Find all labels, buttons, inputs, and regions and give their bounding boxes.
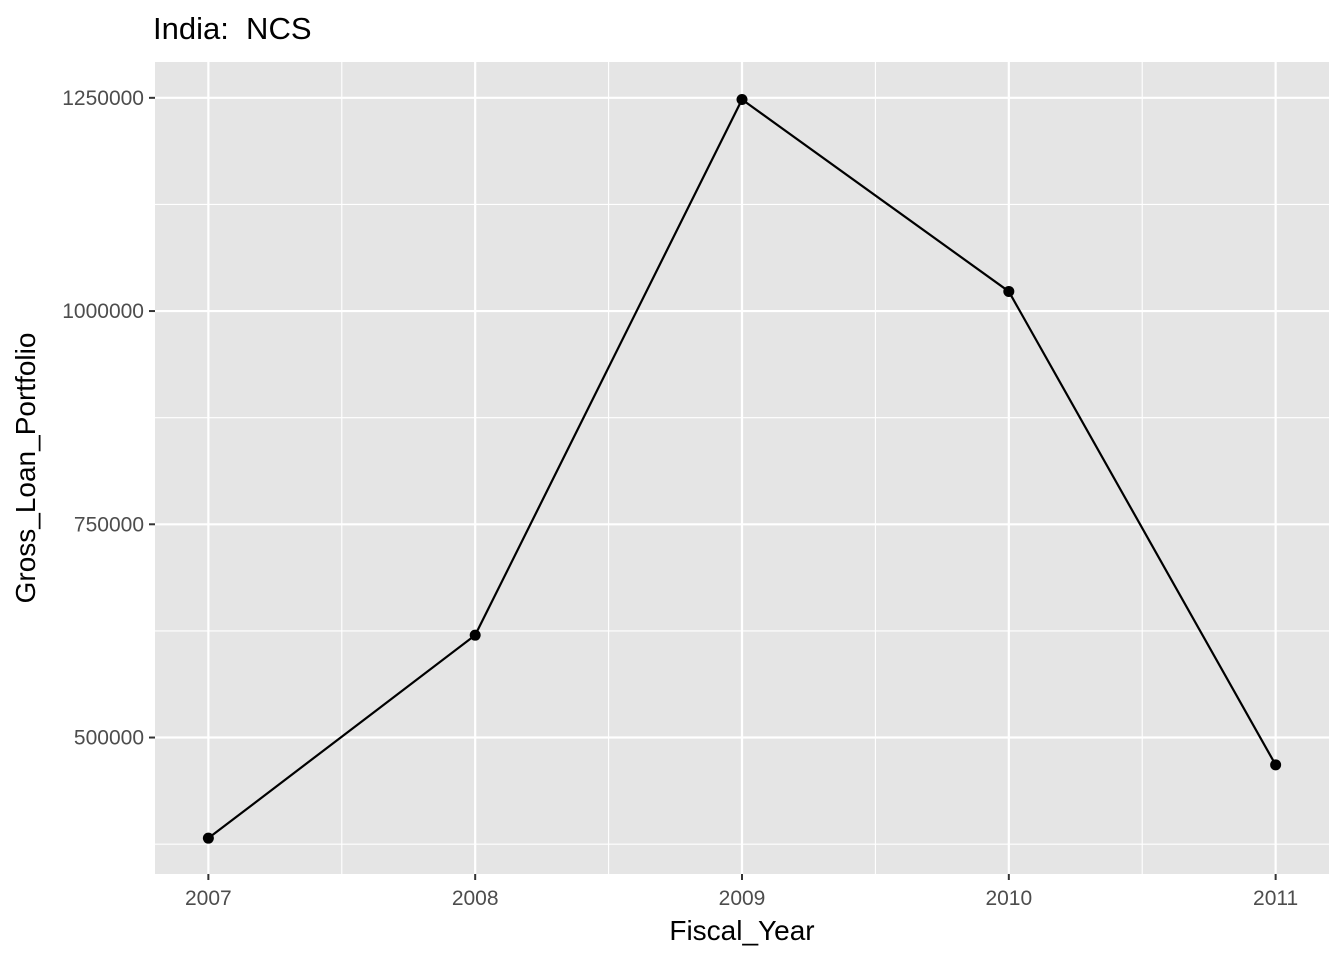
data-point (469, 629, 481, 641)
x-tick-label: 2010 (985, 887, 1032, 910)
x-axis-title: Fiscal_Year (669, 915, 814, 946)
data-point (1270, 759, 1282, 771)
y-axis-title: Gross_Loan_Portfolio (10, 333, 41, 604)
chart-title: India: NCS (153, 11, 312, 46)
major-gridlines (155, 62, 1329, 874)
x-axis-ticks: 2007 2008 2009 2010 2011 (185, 874, 1298, 910)
y-tick-label: 1250000 (62, 87, 144, 110)
x-tick-label: 2009 (719, 887, 766, 910)
y-axis-ticks: 500000 750000 1000000 1250000 (62, 87, 155, 750)
data-point (1003, 285, 1015, 297)
x-tick-label: 2007 (185, 887, 232, 910)
x-tick-label: 2008 (452, 887, 499, 910)
y-tick-label: 750000 (74, 513, 144, 536)
series-group (202, 94, 1282, 844)
data-point (736, 94, 748, 106)
x-tick-label: 2011 (1253, 887, 1298, 910)
y-tick-label: 500000 (74, 727, 144, 750)
data-point (202, 832, 214, 844)
y-tick-label: 1000000 (62, 300, 144, 323)
